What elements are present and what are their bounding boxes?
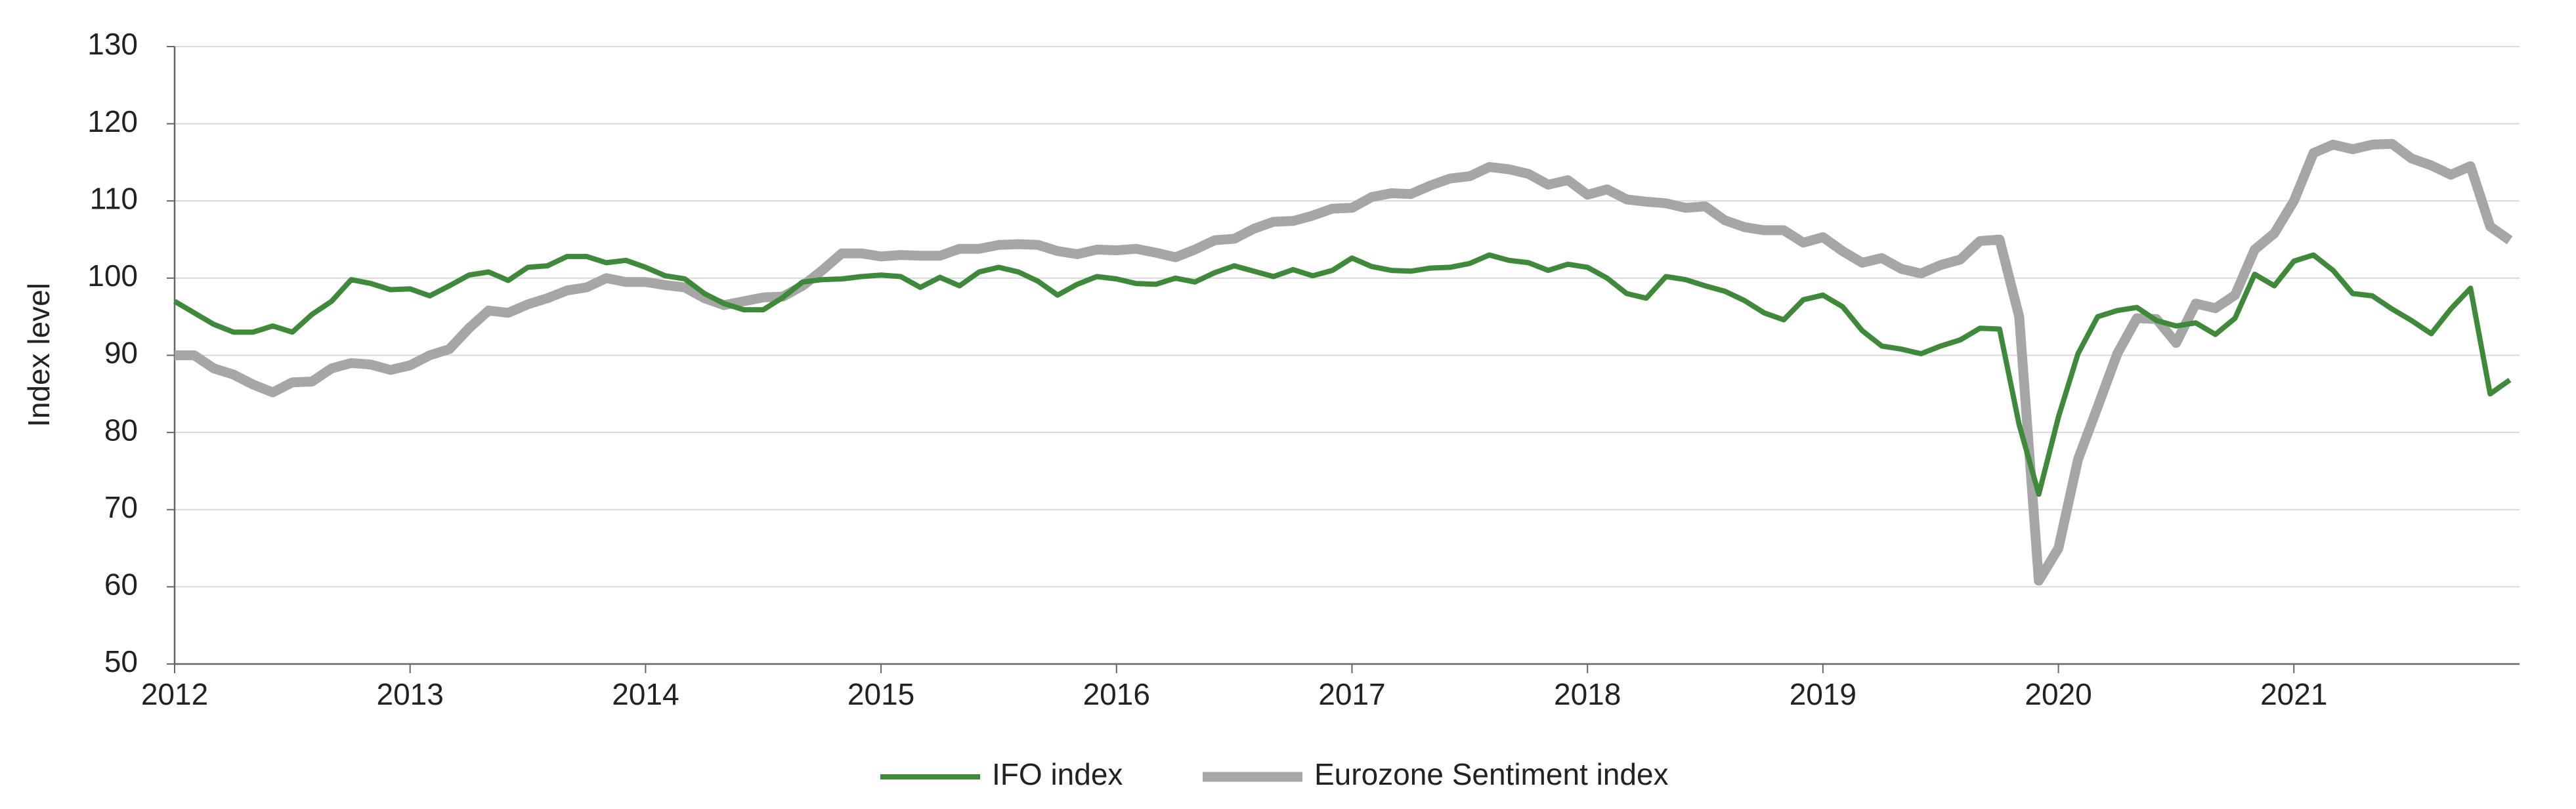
x-tick-label: 2021 [2260,677,2327,711]
x-tick-label: 2013 [377,677,444,711]
x-tick-label: 2016 [1083,677,1150,711]
line-series [175,138,2513,586]
y-tick-label: 70 [104,490,138,524]
x-tick-label: 2017 [1318,677,1385,711]
x-tick-label: 2015 [848,677,914,711]
y-tick-label: 50 [104,644,138,678]
x-tick-label: 2018 [1554,677,1621,711]
x-tick-label: 2019 [1790,677,1857,711]
legend-label: IFO index [992,757,1123,791]
y-tick-label: 130 [87,27,138,61]
y-tick-label: 90 [104,336,138,370]
legend-label: Eurozone Sentiment index [1314,757,1669,791]
y-tick-label: 80 [104,413,138,447]
x-tick-label: 2020 [2025,677,2092,711]
line-series [173,252,2512,497]
y-tick-label: 100 [87,259,138,293]
y-tick-label: 60 [104,568,138,602]
x-tick-label: 2014 [612,677,679,711]
y-tick-label: 120 [87,104,138,138]
x-tick-label: 2012 [141,677,208,711]
y-axis-label: Index level [22,283,56,427]
y-tick-label: 110 [90,181,138,215]
